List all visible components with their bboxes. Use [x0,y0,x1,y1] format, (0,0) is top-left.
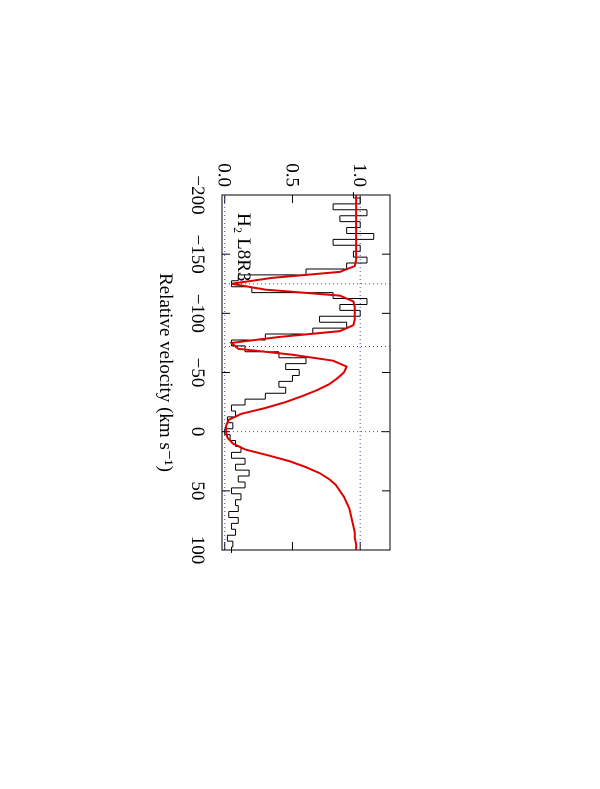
rotated-plot: Relative velocity (km s⁻¹) H₂ L8R3 −200 −… [155,163,391,565]
annotation: H₂ L8R3 [233,213,254,281]
x-tick-label: −200 [187,175,208,214]
x-tick-label: −100 [187,294,208,333]
x-tick-label: −50 [187,358,208,388]
y-tick-label: 1.0 [349,163,370,187]
x-tick-label: 0 [187,427,208,437]
y-tick-label: 0.5 [281,163,302,187]
x-tick-label: 100 [187,536,208,565]
x-tick-label: −150 [187,235,208,274]
x-axis-label: Relative velocity (km s⁻¹) [155,273,176,472]
y-tick-label: 0.0 [214,163,235,187]
x-tick-label: 50 [187,481,208,500]
model-line [225,195,358,550]
